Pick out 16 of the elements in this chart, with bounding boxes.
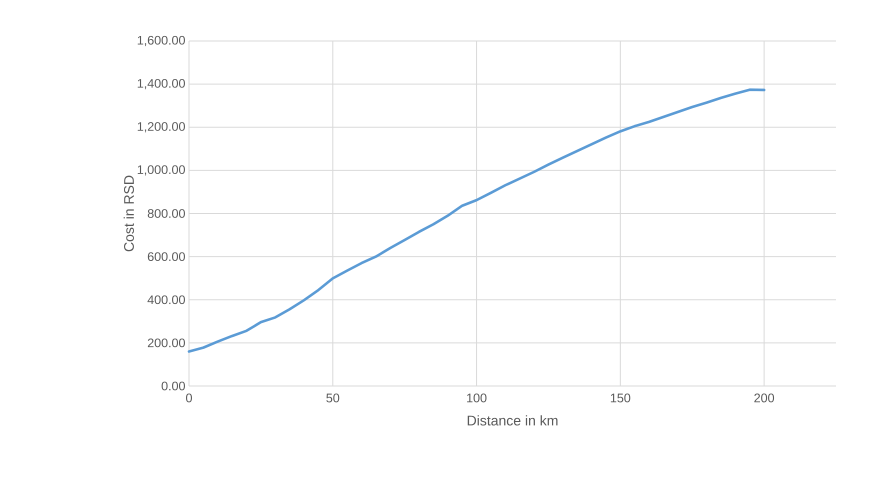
y-tick-label: 400.00 <box>148 295 185 304</box>
y-tick-label: 1,400.00 <box>138 78 185 90</box>
x-tick-label: 100 <box>467 394 486 402</box>
y-tick-label: 200.00 <box>148 338 185 348</box>
y-axis-title: Cost in RSD <box>124 176 134 252</box>
y-tick-label: 1,000.00 <box>138 165 185 176</box>
y-tick-label: 600.00 <box>148 252 185 262</box>
x-tick-label: 50 <box>326 394 340 402</box>
x-axis-title: Distance in km <box>468 415 558 426</box>
y-tick-label: 800.00 <box>148 209 185 218</box>
x-tick-label: 200 <box>754 394 774 402</box>
y-tick-label: 1,200.00 <box>138 122 185 132</box>
x-tick-label: 0 <box>186 394 192 402</box>
y-tick-label: 0.00 <box>162 382 185 390</box>
x-tick-label: 150 <box>610 394 630 402</box>
y-tick-label: 1,600.00 <box>138 36 185 46</box>
